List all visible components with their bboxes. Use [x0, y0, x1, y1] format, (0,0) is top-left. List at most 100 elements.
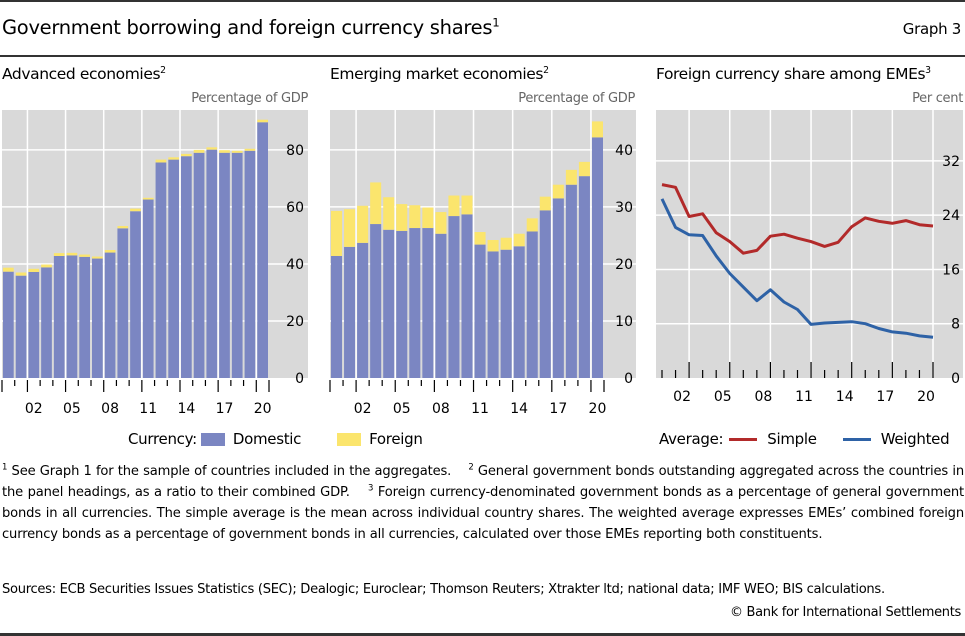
bar-domestic-2011	[142, 199, 154, 378]
y-tick-label: 0	[624, 371, 633, 387]
bar-domestic-2017	[552, 198, 564, 378]
bar-domestic-2004	[53, 255, 65, 378]
bar-foreign-2019	[244, 148, 256, 151]
bar-foreign-2008	[435, 212, 447, 234]
bar-foreign-2016	[206, 147, 218, 150]
bar-foreign-2006	[79, 254, 90, 257]
bar-domestic-2011	[474, 244, 486, 378]
bar-foreign-2001	[15, 272, 27, 276]
legend-entry-weighted: Weighted	[880, 430, 950, 448]
y-tick-label: 8	[951, 317, 960, 333]
x-tick-label: 08	[754, 389, 772, 405]
y-tick-label: 40	[615, 143, 633, 159]
currency-legend: Currency: Domestic Foreign	[128, 430, 423, 448]
unit-label-advanced: Percentage of GDP	[191, 91, 308, 106]
x-tick-label: 20	[254, 401, 272, 417]
bar-domestic-2002	[357, 242, 369, 378]
bar-domestic-2016	[539, 210, 551, 378]
y-tick-label: 0	[295, 371, 304, 387]
bar-foreign-2012	[487, 240, 499, 252]
x-tick-label: 02	[673, 389, 691, 405]
footnote-1: See Graph 1 for the sample of countries …	[7, 464, 452, 479]
bar-domestic-2012	[487, 251, 499, 378]
panel-title-advanced: Advanced economies2	[2, 64, 166, 83]
x-tick-label: 17	[876, 389, 894, 405]
bar-foreign-2007	[92, 256, 103, 259]
bar-domestic-2020	[257, 122, 268, 378]
y-tick-label: 40	[286, 257, 304, 273]
advanced-economies-chart: 0 20 40 60 80 02 05 08 11 14 17 20	[1, 110, 308, 417]
bar-domestic-2004	[383, 229, 395, 378]
bar-foreign-2013	[168, 157, 179, 160]
bar-foreign-2015	[193, 149, 205, 153]
bar-foreign-2003	[41, 264, 52, 268]
bar-domestic-2015	[526, 231, 538, 378]
footnote-mark-2: 2	[468, 462, 474, 473]
bar-domestic-2016	[206, 149, 218, 378]
bar-domestic-2008	[104, 252, 116, 378]
bar-foreign-2010	[461, 195, 473, 215]
y-tick-label: 30	[615, 200, 633, 216]
bar-foreign-2008	[104, 249, 116, 253]
footnote-2: General government bonds outstanding agg…	[2, 464, 964, 500]
bar-domestic-2007	[422, 228, 434, 378]
bar-domestic-2014	[181, 156, 192, 378]
bar-domestic-2010	[130, 211, 141, 378]
bar-domestic-2001	[344, 246, 356, 378]
x-tick-label: 11	[795, 389, 813, 405]
x-tick-label: 14	[510, 401, 528, 417]
y-tick-label: 24	[942, 208, 960, 224]
legend-entry-foreign: Foreign	[369, 430, 423, 448]
x-tick-label: 17	[549, 401, 567, 417]
bar-foreign-2011	[474, 232, 486, 245]
bar-domestic-2009	[448, 216, 460, 378]
footnotes: 1 See Graph 1 for the sample of countrie…	[2, 461, 964, 545]
y-tick-label: 20	[286, 314, 304, 330]
bar-foreign-2014	[513, 233, 525, 247]
legend-swatch-domestic	[200, 432, 225, 446]
x-tick-label: 02	[25, 401, 43, 417]
bar-foreign-2005	[396, 204, 408, 231]
bar-domestic-2005	[396, 230, 408, 378]
legend-label-average: Average:	[659, 430, 724, 448]
panel-title-fx-share: Foreign currency share among EMEs3	[656, 64, 931, 83]
bar-domestic-2007	[92, 258, 103, 378]
bar-domestic-2019	[244, 150, 256, 378]
x-tick-label: 02	[354, 401, 372, 417]
bar-domestic-2000	[3, 271, 14, 378]
bar-foreign-2000	[3, 267, 14, 272]
unit-label-emerging: Percentage of GDP	[518, 91, 635, 106]
copyright: © Bank for International Settlements	[729, 605, 961, 620]
y-tick-label: 0	[951, 371, 960, 387]
bar-domestic-2003	[41, 267, 52, 378]
x-tick-label: 05	[63, 401, 81, 417]
bar-domestic-2012	[155, 162, 167, 378]
bar-domestic-2018	[231, 152, 243, 378]
graph-title: Government borrowing and foreign currenc…	[2, 15, 500, 39]
bar-domestic-2018	[565, 184, 577, 378]
bar-foreign-2016	[539, 196, 551, 211]
panel-title-emerging: Emerging market economies2	[330, 64, 549, 83]
bar-foreign-2001	[344, 209, 356, 247]
bar-foreign-2005	[66, 252, 78, 256]
top-rule	[0, 0, 965, 2]
x-tick-label: 05	[393, 401, 411, 417]
bar-domestic-2005	[66, 255, 78, 378]
unit-label-fx-share: Per cent	[912, 91, 963, 106]
x-tick-label: 14	[177, 401, 195, 417]
y-tick-label: 16	[942, 262, 960, 278]
bar-domestic-2006	[409, 228, 421, 378]
bar-domestic-2017	[219, 152, 230, 378]
x-tick-label: 08	[432, 401, 450, 417]
legend-entry-simple: Simple	[767, 430, 817, 448]
y-tick-label: 32	[942, 154, 960, 170]
bar-foreign-2002	[357, 205, 369, 243]
bar-foreign-2018	[231, 150, 243, 153]
y-tick-label: 60	[286, 200, 304, 216]
bar-domestic-2001	[15, 275, 27, 378]
bar-domestic-2006	[79, 256, 90, 378]
bar-domestic-2000	[331, 255, 343, 378]
bar-domestic-2009	[117, 228, 129, 378]
legend-swatch-foreign	[337, 432, 362, 446]
bar-domestic-2008	[435, 233, 447, 378]
